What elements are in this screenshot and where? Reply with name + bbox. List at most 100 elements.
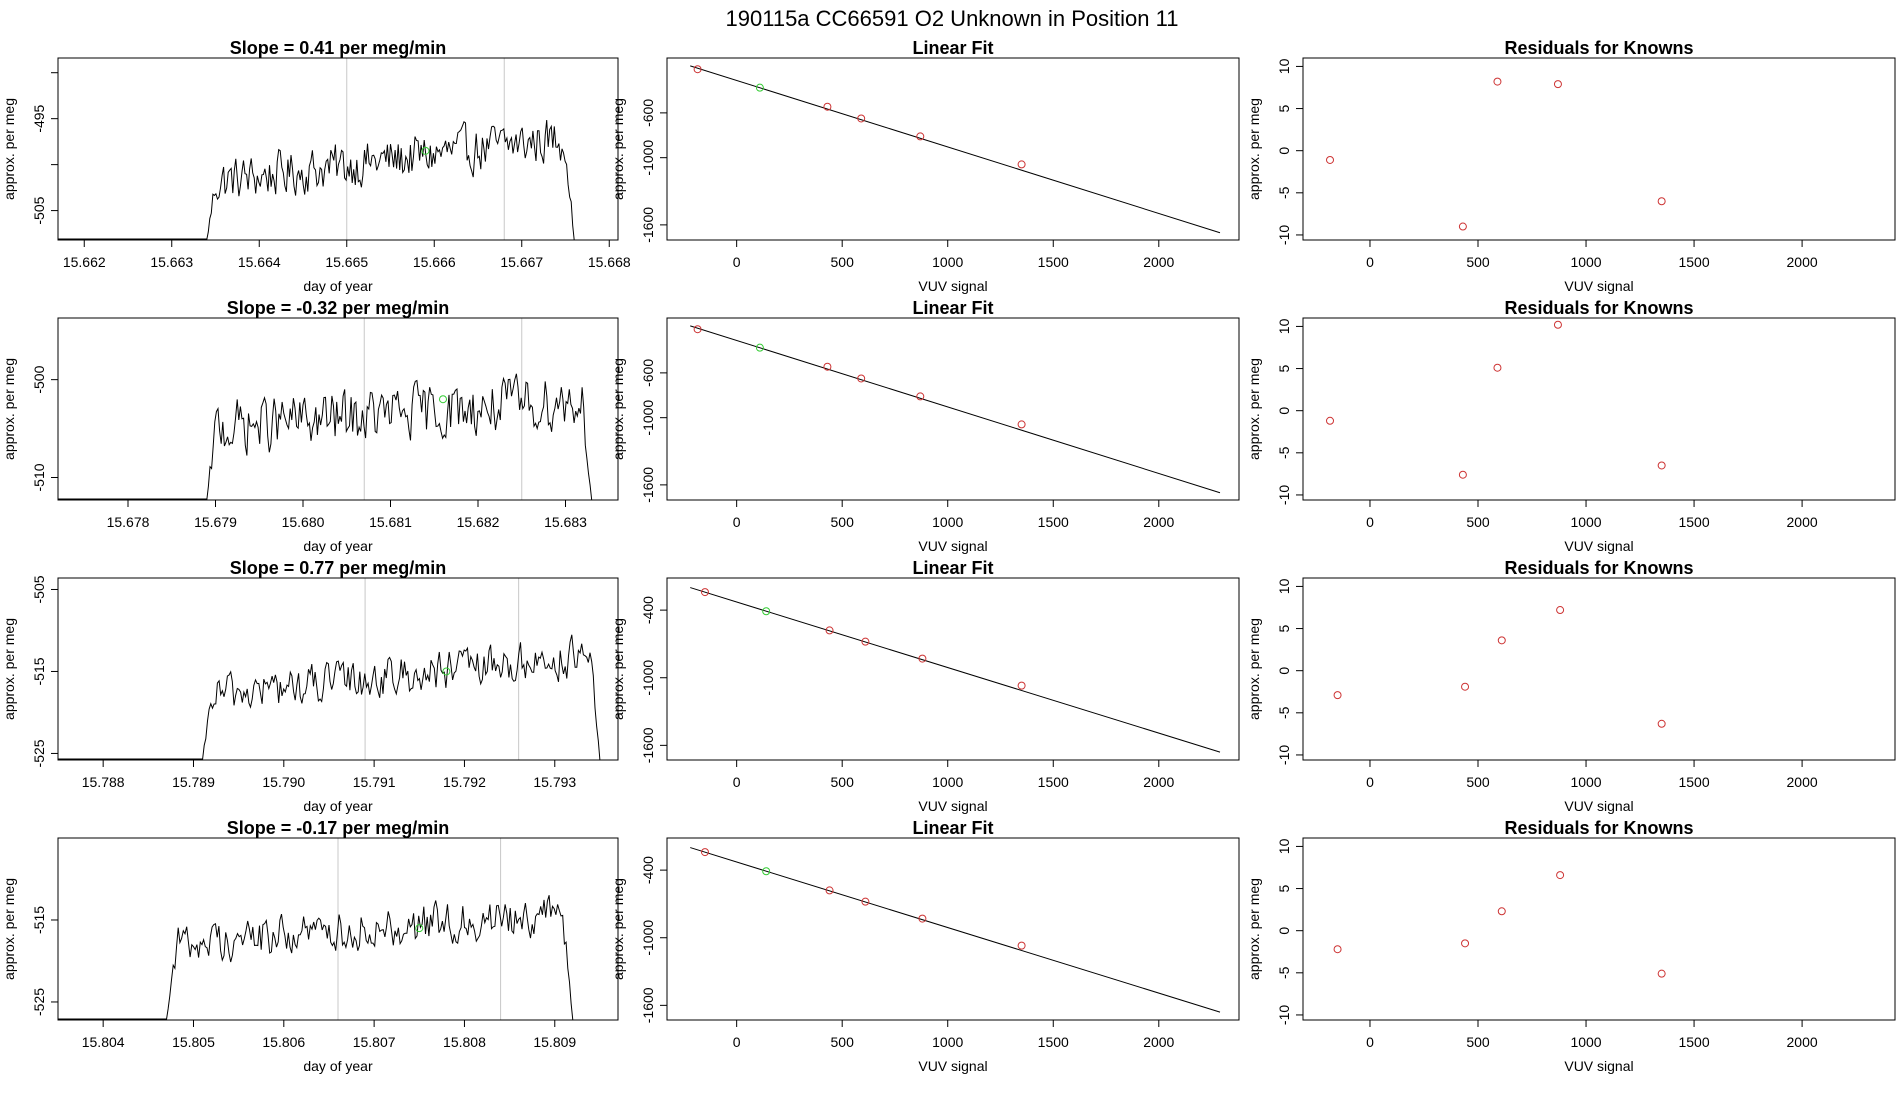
x-axis-label: VUV signal [1564, 798, 1633, 814]
y-tick-label: 0 [1276, 147, 1292, 155]
y-tick-label: -495 [31, 104, 47, 132]
known-point [1497, 636, 1506, 645]
x-tick-label: 1500 [1678, 774, 1709, 790]
y-tick-label: 5 [1276, 624, 1292, 632]
y-axis-label: approx. per meg [610, 358, 626, 460]
x-axis-label: VUV signal [1564, 278, 1633, 294]
known-point [1461, 939, 1470, 948]
x-tick-label: 15.805 [172, 1034, 215, 1050]
panel-4-1: Slope = -0.17 per meg/min day of year appr… [1, 818, 619, 1074]
known-point [1326, 155, 1335, 164]
x-tick-label: 0 [1366, 514, 1374, 530]
x-axis-label: VUV signal [918, 278, 987, 294]
x-tick-label: 15.809 [533, 1034, 576, 1050]
x-tick-label: 500 [831, 514, 855, 530]
known-point [857, 374, 866, 383]
plot-frame [57, 57, 619, 241]
x-tick-label: 15.807 [353, 1034, 396, 1050]
known-point [916, 132, 925, 141]
panels: Slope = 0.41 per meg/min day of year appro… [1, 38, 1896, 1074]
x-tick-label: 2000 [1787, 254, 1818, 270]
known-point [857, 114, 866, 123]
plot-frame [1302, 837, 1896, 1021]
x-tick-label: 15.683 [544, 514, 587, 530]
x-axis-label: VUV signal [918, 538, 987, 554]
y-tick-label: 0 [1276, 407, 1292, 415]
panel-1-1: Slope = 0.41 per meg/min day of year appro… [1, 38, 631, 294]
known-point [1458, 222, 1467, 231]
y-tick-label: -1000 [640, 140, 656, 176]
known-point [700, 848, 709, 857]
plot-frame [57, 317, 619, 501]
x-tick-label: 0 [1366, 254, 1374, 270]
x-tick-label: 500 [1466, 514, 1490, 530]
panel-4-2: Linear Fit VUV signal approx. per meg 0 500 1… [610, 818, 1240, 1074]
x-tick-label: 1000 [1570, 1034, 1601, 1050]
known-point [1333, 945, 1342, 954]
unknown-point [421, 146, 430, 155]
known-point [1657, 719, 1666, 728]
x-tick-label: 15.682 [457, 514, 500, 530]
panel-3-3: Residuals for Knowns VUV signal approx. pe… [1246, 558, 1896, 814]
panel-title: Linear Fit [912, 558, 993, 578]
signal-trace [206, 373, 593, 501]
x-tick-label: 1500 [1678, 514, 1709, 530]
panel-title: Residuals for Knowns [1504, 38, 1693, 58]
y-tick-label: -5 [1276, 706, 1292, 719]
x-tick-label: 15.790 [262, 774, 305, 790]
x-tick-label: 2000 [1143, 254, 1174, 270]
panel-title: Residuals for Knowns [1504, 558, 1693, 578]
known-point [1657, 969, 1666, 978]
panel-title: Slope = 0.77 per meg/min [230, 558, 447, 578]
x-tick-label: 1000 [932, 254, 963, 270]
x-tick-label: 15.666 [413, 254, 456, 270]
known-point [1553, 320, 1562, 329]
y-tick-label: -500 [31, 365, 47, 393]
figure-title: 190115a CC66591 O2 Unknown in Position 1… [726, 6, 1179, 31]
panel-4-3: Residuals for Knowns VUV signal approx. pe… [1246, 818, 1896, 1074]
known-point [823, 102, 832, 111]
x-axis-label: day of year [303, 1058, 373, 1074]
x-tick-label: 2000 [1787, 774, 1818, 790]
x-tick-label: 1500 [1038, 1034, 1069, 1050]
y-tick-label: -400 [640, 596, 656, 624]
x-tick-label: 15.662 [63, 254, 106, 270]
y-tick-label: -1600 [640, 467, 656, 503]
y-tick-label: -1000 [640, 400, 656, 436]
signal-trace [206, 119, 575, 241]
x-tick-label: 1000 [1570, 514, 1601, 530]
y-tick-label: -1600 [640, 727, 656, 763]
x-tick-label: 500 [831, 774, 855, 790]
x-tick-label: 0 [733, 254, 741, 270]
x-tick-label: 1500 [1038, 774, 1069, 790]
y-tick-label: 5 [1276, 364, 1292, 372]
known-point [1458, 470, 1467, 479]
x-tick-label: 1000 [1570, 254, 1601, 270]
x-tick-label: 2000 [1143, 514, 1174, 530]
panel-2-2: Linear Fit VUV signal approx. per meg 0 500 1… [610, 298, 1240, 554]
x-tick-label: 2000 [1143, 1034, 1174, 1050]
unknown-point [415, 924, 424, 933]
x-tick-label: 15.667 [500, 254, 543, 270]
known-point [916, 392, 925, 401]
x-tick-label: 15.681 [369, 514, 412, 530]
y-tick-label: -10 [1276, 745, 1292, 765]
plot-frame [57, 577, 619, 761]
y-tick-label: -5 [1276, 966, 1292, 979]
x-tick-label: 15.791 [353, 774, 396, 790]
panel-1-2: Linear Fit VUV signal approx. per meg 0 500 1… [610, 38, 1240, 294]
plot-frame [1302, 577, 1896, 761]
y-tick-label: -10 [1276, 1005, 1292, 1025]
panel-title: Residuals for Knowns [1504, 298, 1693, 318]
plot-frame [666, 837, 1240, 1021]
unknown-point [755, 343, 764, 352]
x-tick-label: 15.663 [150, 254, 193, 270]
x-tick-label: 1000 [932, 774, 963, 790]
x-tick-label: 0 [733, 1034, 741, 1050]
known-point [918, 914, 927, 923]
known-point [825, 886, 834, 895]
fit-line [690, 587, 1221, 753]
x-tick-label: 1000 [932, 1034, 963, 1050]
x-tick-label: 0 [1366, 774, 1374, 790]
